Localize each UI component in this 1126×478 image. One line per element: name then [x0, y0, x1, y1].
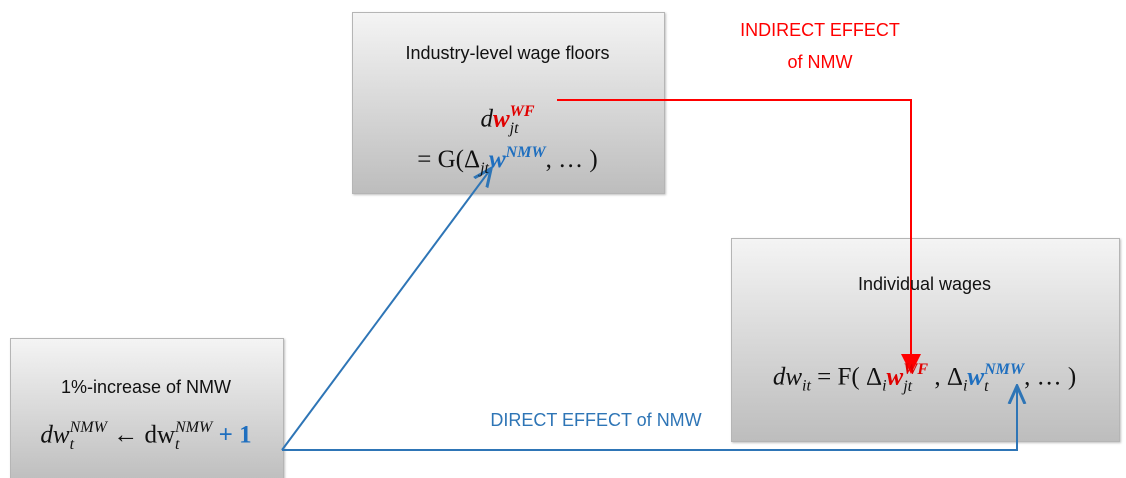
direct-arrow-to-wages	[282, 388, 1017, 451]
formula: dw NMW t ← dw NMW t + 1	[10, 419, 282, 454]
formula-part: = F( Δ	[817, 363, 883, 391]
node-title: 1%-increase of NMW	[60, 377, 232, 397]
formula-part: , Δ	[928, 363, 963, 391]
formula-part: + 1	[218, 421, 252, 449]
formula-part: t	[984, 377, 989, 395]
formula-part: it	[802, 377, 811, 395]
formula: = G(ΔjtwNMW, … )	[352, 144, 663, 178]
formula-part: NMW	[505, 144, 546, 161]
formula-part: w	[488, 146, 506, 173]
formula-part: NMW	[984, 361, 1025, 378]
formula-part: i	[882, 377, 887, 395]
formula-part: ← dw	[113, 421, 175, 449]
individual-box	[731, 238, 1120, 442]
formula: dw WF jt	[352, 103, 663, 138]
formula-part: dw	[772, 363, 803, 391]
node-title: Individual wages	[857, 274, 992, 294]
formula-part: t	[175, 435, 180, 453]
formula-part: = G(Δ	[417, 146, 481, 173]
formula-part: , … )	[545, 146, 598, 173]
formula-part: , … )	[1024, 363, 1077, 391]
formula-part: d	[480, 105, 493, 133]
formula-part: w	[886, 363, 904, 391]
formula: dwit = F( Δiw WF jt , Δiw NMW t, … )	[731, 361, 1118, 396]
formula-part: jt	[480, 160, 489, 177]
formula-part: dw	[40, 421, 70, 449]
node-title: Industry-level wage floors	[405, 43, 610, 63]
formula-part: jt	[509, 119, 519, 137]
edge-label: of NMW	[787, 52, 853, 72]
formula-part: t	[69, 435, 75, 453]
formula-part: NMW	[69, 419, 107, 436]
formula-part: jt	[903, 377, 913, 395]
indirect-arrow	[557, 99, 921, 374]
direct-arrow-to-floors	[281, 170, 490, 451]
formula-part: i	[962, 377, 968, 395]
formula-part: WF	[509, 103, 535, 120]
formula-part: NMW	[175, 419, 213, 436]
increase-box	[10, 338, 284, 478]
formula-part: w	[967, 363, 985, 391]
formula-part: w	[492, 105, 510, 133]
formula-part: WF	[903, 361, 929, 378]
industry-box	[352, 12, 665, 194]
edge-label: DIRECT EFFECT of NMW	[490, 410, 702, 430]
edge-label: INDIRECT EFFECT	[740, 20, 900, 40]
